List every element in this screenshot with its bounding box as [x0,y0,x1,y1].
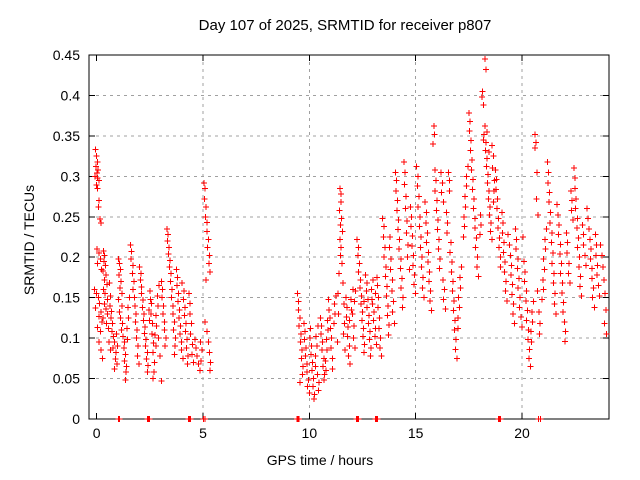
y-tick-label: 0.4 [61,87,81,103]
x-axis-label: GPS time / hours [266,452,374,468]
y-tick-label: 0.2 [61,249,81,265]
chart-title: Day 107 of 2025, SRMTID for receiver p80… [198,17,492,34]
y-tick-label: 0.25 [53,209,80,225]
y-tick-label: 0.15 [53,290,80,306]
y-tick-label: 0.35 [53,128,80,144]
x-tick-label: 5 [199,425,207,441]
plot-border [88,54,610,420]
y-tick-label: 0.3 [61,168,81,184]
x-tick-label: 20 [514,425,530,441]
x-tick-label: 10 [302,425,318,441]
y-tick-label: 0.45 [53,47,80,63]
y-tick-label: 0.05 [53,371,80,387]
y-tick-label: 0 [72,411,80,427]
scatter-points [91,56,610,422]
y-tick-label: 0.1 [61,330,81,346]
x-tick-label: 15 [408,425,424,441]
x-tick-label: 0 [93,425,101,441]
